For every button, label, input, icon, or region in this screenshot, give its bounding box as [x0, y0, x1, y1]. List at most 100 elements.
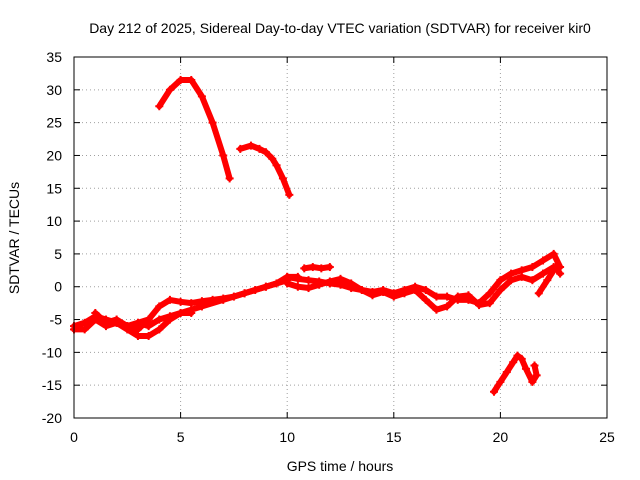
data-point	[534, 289, 543, 298]
data-point	[165, 312, 174, 321]
data-point	[539, 269, 548, 278]
data-point	[304, 284, 313, 293]
data-point	[165, 85, 174, 94]
x-tick-label: 0	[70, 429, 78, 445]
data-point	[485, 299, 494, 308]
series-layer	[70, 75, 565, 396]
data-point	[283, 279, 292, 288]
data-point	[549, 249, 558, 258]
data-point	[347, 279, 356, 288]
x-axis-label: GPS time / hours	[287, 458, 394, 474]
data-point	[528, 263, 537, 272]
data-point	[443, 302, 452, 311]
data-point	[411, 286, 420, 295]
data-point	[133, 318, 142, 327]
data-point	[308, 263, 317, 272]
data-point	[325, 277, 334, 286]
data-point	[502, 368, 511, 377]
y-tick-label: -20	[42, 410, 62, 426]
data-point	[219, 295, 228, 304]
y-tick-label: 25	[46, 115, 62, 131]
y-axis-label: SDTVAR / TECUs	[6, 182, 22, 294]
data-point	[496, 377, 505, 386]
data-point	[421, 286, 430, 295]
data-point	[485, 289, 494, 298]
data-point	[496, 276, 505, 285]
data-point	[165, 295, 174, 304]
y-tick-label: 10	[46, 213, 62, 229]
data-point	[528, 276, 537, 285]
series-line-arc-d	[92, 310, 152, 330]
x-tick-label: 20	[493, 429, 509, 445]
data-point	[517, 354, 526, 363]
data-point	[432, 292, 441, 301]
data-point	[300, 264, 309, 273]
data-point	[255, 144, 264, 153]
data-point	[155, 315, 164, 324]
data-point	[197, 92, 206, 101]
data-point	[155, 102, 164, 111]
data-point	[268, 154, 277, 163]
data-point	[133, 331, 142, 340]
x-tick-label: 5	[177, 429, 185, 445]
data-point	[293, 282, 302, 291]
data-point	[155, 325, 164, 334]
data-point	[225, 174, 234, 183]
data-point	[464, 291, 473, 300]
y-tick-label: -5	[50, 312, 63, 328]
data-point	[219, 151, 228, 160]
data-point	[155, 302, 164, 311]
data-point	[389, 292, 398, 301]
y-tick-label: 0	[54, 279, 62, 295]
x-tick-label: 25	[599, 429, 615, 445]
data-point	[336, 274, 345, 283]
data-point	[521, 364, 530, 373]
data-point	[528, 377, 537, 386]
data-point	[315, 280, 324, 289]
data-point	[551, 263, 560, 272]
series-line-arc-k	[491, 352, 540, 395]
data-point	[197, 302, 206, 311]
data-point	[532, 371, 541, 380]
data-point	[176, 75, 185, 84]
data-point	[530, 361, 539, 370]
data-point	[453, 292, 462, 301]
series-line-arc-i	[301, 264, 333, 272]
data-point	[490, 387, 499, 396]
y-tick-label: 15	[46, 180, 62, 196]
y-tick-label: 30	[46, 82, 62, 98]
data-point	[123, 322, 132, 331]
plot-frame	[73, 56, 608, 419]
y-tick-label: 20	[46, 147, 62, 163]
data-point	[325, 263, 334, 272]
data-point	[144, 331, 153, 340]
data-point	[246, 141, 255, 150]
data-point	[278, 174, 287, 183]
data-point	[101, 318, 110, 327]
data-point	[357, 286, 366, 295]
data-point	[379, 287, 388, 296]
x-tick-label: 15	[386, 429, 402, 445]
data-point	[509, 358, 518, 367]
data-point	[187, 308, 196, 317]
y-tick-label: 5	[54, 246, 62, 262]
data-point	[285, 190, 294, 199]
data-point	[443, 292, 452, 301]
data-point	[261, 282, 270, 291]
data-point	[208, 118, 217, 127]
data-point	[272, 161, 281, 170]
data-point	[176, 308, 185, 317]
y-tick-label: 35	[46, 49, 62, 65]
data-point	[112, 315, 121, 324]
data-point	[543, 276, 552, 285]
data-point	[421, 295, 430, 304]
y-tick-label: -15	[42, 377, 62, 393]
data-point	[91, 308, 100, 317]
series-line-arc-e	[156, 77, 233, 182]
series-line-arc-j	[535, 264, 564, 297]
data-point	[80, 325, 89, 334]
data-point	[236, 144, 245, 153]
data-point	[317, 264, 326, 273]
data-point	[517, 272, 526, 281]
